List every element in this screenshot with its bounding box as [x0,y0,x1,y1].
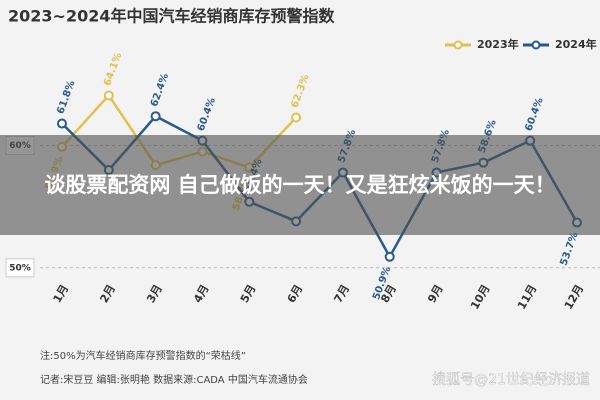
point [291,112,302,123]
banner: 谈股票配资网 自己做饭的一天！又是狂炫米饭的一天！ [0,135,600,235]
legend-label: 2024年 [555,37,597,51]
credits: 记者:宋豆豆 编辑:张明艳 数据来源:CADA 中国汽车流通协会 [40,373,308,386]
watermark: 搜狐号@21世纪经济报道 [432,372,590,388]
point [384,251,395,262]
y-tick-label: 50% [9,263,31,273]
legend-marker [453,40,463,50]
y-tick-box [5,258,35,278]
chart-title: 2023~2024年中国汽车经销商库存预警指数 [8,7,335,26]
point [103,90,114,101]
legend-marker [531,40,541,50]
point [57,118,67,129]
point [150,111,161,122]
banner-text: 谈股票配资网 自己做饭的一天！又是狂炫米饭的一天！ [44,173,556,197]
note: 注:50%为汽车经销商库存预警指数的“荣枯线” [40,349,246,362]
legend-label: 2023年 [477,37,519,51]
